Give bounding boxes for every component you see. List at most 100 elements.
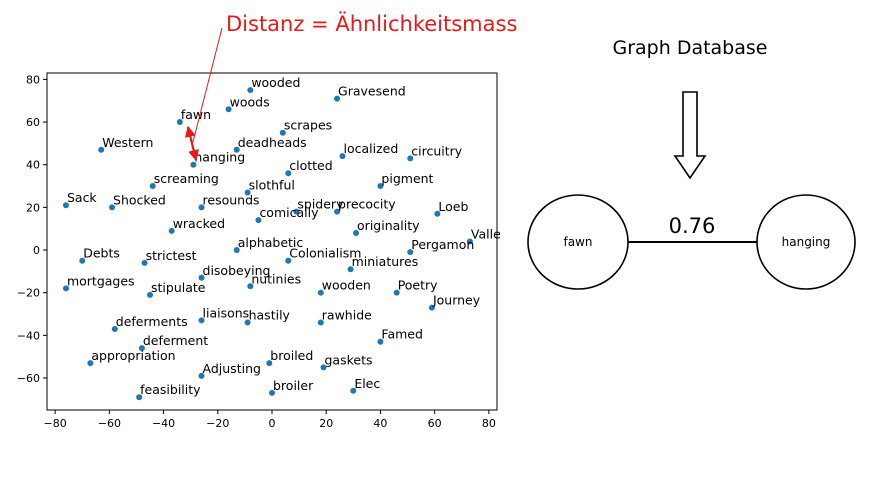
point-spidery <box>293 208 300 215</box>
point-label-slothful: slothful <box>249 177 295 192</box>
point-valle <box>466 238 473 245</box>
point-hanging <box>190 161 197 168</box>
point-localized <box>339 153 346 160</box>
point-precocity <box>334 208 341 215</box>
point-label-debts: Debts <box>83 246 120 261</box>
point-label-resounds: resounds <box>203 192 260 207</box>
y-tick-label: 80 <box>26 73 40 86</box>
point-broiler <box>269 389 275 396</box>
point-label-disobeying: disobeying <box>203 263 271 278</box>
point-label-woods: woods <box>230 94 270 109</box>
x-tick-label: 80 <box>482 417 496 430</box>
point-label-liaisons: liaisons <box>203 305 250 320</box>
graph-node-hanging-label: hanging <box>782 235 831 249</box>
point-adjusting <box>198 372 205 379</box>
point-label-scrapes: scrapes <box>284 118 332 133</box>
point-label-deadheads: deadheads <box>238 135 307 150</box>
point-label-wooded: wooded <box>251 75 300 90</box>
point-wooden <box>317 289 324 296</box>
y-axis-ticks: −60 −40 −20 0 20 40 60 80 <box>17 73 47 385</box>
point-disobeying <box>198 274 205 281</box>
point-feasibility <box>136 394 143 401</box>
point-label-deferment: deferment <box>143 333 208 348</box>
y-tick-label: 60 <box>26 116 40 129</box>
point-label-appropriation: appropriation <box>91 348 175 363</box>
point-label-nutinies: nutinies <box>251 271 301 286</box>
point-label-deferments: deferments <box>116 314 188 329</box>
point-label-precocity: precocity <box>338 197 396 212</box>
graph-node-fawn-label: fawn <box>564 235 593 249</box>
point-label-broiled: broiled <box>270 348 313 363</box>
point-label-mortgages: mortgages <box>67 273 135 288</box>
graph-title: Graph Database <box>613 37 768 59</box>
point-label-sack: Sack <box>67 190 97 205</box>
point-elec <box>350 387 357 394</box>
annotation-text: Distanz = Ähnlichkeitsmass <box>226 11 517 36</box>
point-label-spidery: spidery <box>297 197 344 212</box>
point-label-western: Western <box>102 135 153 150</box>
x-tick-label: −80 <box>44 417 67 430</box>
y-tick-label: −20 <box>17 287 40 300</box>
point-label-strictest: strictest <box>146 248 197 263</box>
point-gaskets <box>320 364 327 371</box>
graph-node-hanging <box>756 194 856 290</box>
point-label-alphabetic: alphabetic <box>238 235 304 250</box>
x-tick-label: 60 <box>428 417 442 430</box>
point-label-valle: Valle <box>471 227 501 242</box>
annotation-leader-line <box>192 27 223 143</box>
point-deferment <box>138 345 145 352</box>
point-famed <box>377 338 384 345</box>
point-wooded <box>247 87 254 94</box>
point-deferments <box>111 325 118 332</box>
point-stipulate <box>147 291 154 298</box>
x-tick-label: 40 <box>373 417 387 430</box>
point-debts <box>79 257 86 264</box>
point-label-loeb: Loeb <box>438 199 468 214</box>
point-label-shocked: Shocked <box>113 192 166 207</box>
point-label-miniatures: miniatures <box>352 254 419 269</box>
point-label-journey: Journey <box>432 293 481 308</box>
point-appropriation <box>87 360 94 367</box>
point-mortgages <box>62 285 69 292</box>
point-label-screaming: screaming <box>154 171 219 186</box>
point-slothful <box>244 189 251 196</box>
point-scrapes <box>279 129 286 136</box>
point-rawhide <box>317 319 324 326</box>
point-label-fawn: fawn <box>181 107 211 122</box>
point-woods <box>225 106 232 113</box>
graph-node-fawn <box>527 194 629 290</box>
point-label-clotted: clotted <box>289 158 332 173</box>
point-originality <box>353 229 360 236</box>
point-pigment <box>377 183 384 190</box>
point-label-colonialism: Colonialism <box>289 246 361 261</box>
point-label-pergamon: Pergamon <box>411 237 474 252</box>
point-label-gaskets: gaskets <box>325 352 373 367</box>
point-comically <box>255 217 262 224</box>
point-resounds <box>198 204 205 211</box>
x-tick-label: 20 <box>319 417 333 430</box>
point-shocked <box>109 204 116 211</box>
point-deadheads <box>233 146 240 153</box>
point-fawn <box>176 119 183 126</box>
y-tick-label: −60 <box>17 372 40 385</box>
point-label-pigment: pigment <box>381 171 433 186</box>
point-label-gravesend: Gravesend <box>338 84 406 99</box>
point-label-elec: Elec <box>354 376 380 391</box>
x-tick-label: −20 <box>206 417 229 430</box>
point-label-feasibility: feasibility <box>140 382 201 397</box>
point-sack <box>62 202 69 209</box>
x-tick-label: 0 <box>269 417 276 430</box>
point-liaisons <box>198 317 205 324</box>
point-label-broiler: broiler <box>273 378 314 393</box>
point-label-adjusting: Adjusting <box>203 361 261 376</box>
y-tick-label: 0 <box>33 244 40 257</box>
x-tick-label: −60 <box>98 417 121 430</box>
point-strictest <box>141 259 148 266</box>
point-label-rawhide: rawhide <box>322 308 372 323</box>
point-poetry <box>393 289 400 296</box>
y-tick-label: 20 <box>26 201 40 214</box>
point-circuitry <box>407 155 414 162</box>
point-label-localized: localized <box>343 141 398 156</box>
y-tick-label: 40 <box>26 159 40 172</box>
